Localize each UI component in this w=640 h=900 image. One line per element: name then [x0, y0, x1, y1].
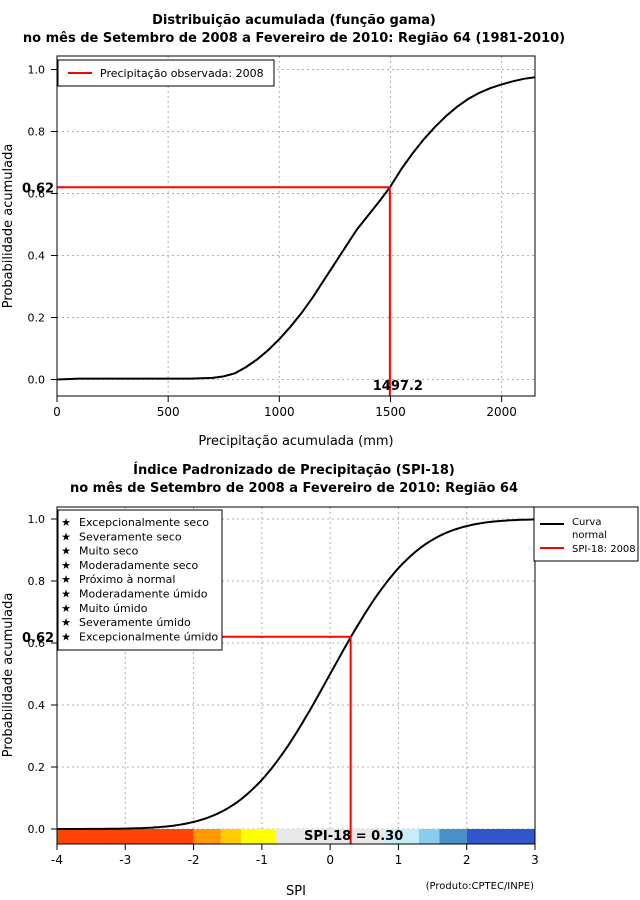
c1-x-tick-label: 1500: [375, 405, 406, 419]
chart1-y-axis-label: Probabilidade acumulada: [1, 144, 16, 309]
chart1-title-line2: no mês de Setembro de 2008 a Fevereiro d…: [23, 31, 565, 46]
category-legend-label: Próximo à normal: [79, 573, 175, 586]
c2-x-tick-label: -3: [119, 853, 131, 867]
spi-legend-label: SPI-18: 2008: [572, 544, 636, 555]
chart2-observed-y-label: 0.62: [22, 631, 54, 646]
c1-x-tick-label: 0: [53, 405, 61, 419]
c2-y-tick-label: 0.8: [28, 575, 46, 588]
category-legend-marker: ★: [61, 516, 71, 529]
category-legend-label: Excepcionalmente seco: [79, 516, 209, 529]
spi-band-segment: [193, 829, 221, 844]
c2-y-tick-label: 0.4: [28, 699, 46, 712]
c2-x-tick-label: -2: [188, 853, 200, 867]
curve-legend-box: [533, 506, 639, 562]
c1-x-tick-label: 500: [157, 405, 180, 419]
category-legend-marker: ★: [61, 530, 71, 543]
category-legend-label: Excepcionalmente úmido: [79, 630, 218, 643]
chart1-grid: [56, 56, 535, 396]
c1-y-tick-label: 0.0: [28, 374, 46, 387]
spi-band-segment: [275, 829, 385, 844]
spi-category-band: [57, 829, 535, 844]
c2-x-tick-label: -1: [256, 853, 268, 867]
curve-legend-label-2: normal: [572, 530, 607, 541]
c2-x-tick-label: 3: [531, 853, 539, 867]
category-legend-marker: ★: [61, 573, 71, 586]
c2-y-tick-label: 0.6: [28, 637, 46, 650]
c1-y-tick-label: 0.6: [28, 188, 46, 201]
chart2-plot-frame: [56, 506, 536, 845]
c2-x-tick-label: 0: [326, 853, 334, 867]
category-legend-marker: ★: [61, 545, 71, 558]
spi-band-segment: [57, 829, 194, 844]
gamma-cdf-chart: Distribuição acumulada (função gama) no …: [1, 13, 565, 449]
category-legend-marker: ★: [61, 559, 71, 572]
c2-y-tick-label: 1.0: [28, 513, 46, 526]
c1-y-tick-label: 0.4: [28, 250, 46, 263]
footer-credit: (Produto:CPTEC/INPE): [426, 881, 534, 892]
spi-band-segment: [418, 829, 440, 844]
c2-x-tick-label: -4: [51, 853, 63, 867]
spi-band-segment: [384, 829, 419, 844]
category-legend-label: Moderadamente úmido: [79, 588, 208, 601]
chart2-curve-legend: Curva normal SPI-18: 2008: [533, 506, 639, 562]
chart1-x-axis-label: Precipitação acumulada (mm): [198, 434, 393, 449]
c2-x-tick-label: 1: [395, 853, 403, 867]
c1-y-tick-label: 1.0: [28, 64, 46, 77]
c1-y-tick-label: 0.8: [28, 126, 46, 139]
category-legend-label: Severamente úmido: [79, 616, 191, 629]
category-legend-label: Moderadamente seco: [79, 559, 199, 572]
c2-y-tick-label: 0.0: [28, 823, 46, 836]
spi-band-segment: [241, 829, 276, 844]
category-legend-label: Severamente seco: [79, 530, 182, 543]
category-legend-marker: ★: [61, 630, 71, 643]
c1-y-tick-label: 0.2: [28, 312, 46, 325]
curve-legend-label-1: Curva: [572, 517, 601, 528]
chart1-title-line1: Distribuição acumulada (função gama): [152, 13, 436, 28]
chart1-legend-label: Precipitação observada: 2008: [100, 67, 264, 80]
spi-band-segment: [220, 829, 242, 844]
chart1-legend: Precipitação observada: 2008: [57, 59, 275, 87]
chart1-legend-box: [57, 59, 275, 87]
category-legend-box: [57, 509, 223, 651]
chart2-y-axis-label: Probabilidade acumulada: [1, 593, 16, 758]
chart1-observed-y-label: 0.62: [22, 181, 54, 196]
chart2-title-line2: no mês de Setembro de 2008 a Fevereiro d…: [70, 481, 518, 496]
chart2-x-axis-label: SPI: [286, 884, 306, 899]
chart1-observed-x-label: 1497.2: [373, 379, 423, 394]
chart2-observed-x-label: SPI-18 = 0.30: [304, 829, 403, 844]
category-legend-marker: ★: [61, 602, 71, 615]
category-legend-marker: ★: [61, 616, 71, 629]
c1-x-tick-label: 1000: [264, 405, 295, 419]
c1-x-tick-label: 2000: [486, 405, 517, 419]
spi-chart: Índice Padronizado de Precipitação (SPI-…: [1, 462, 639, 899]
c2-y-tick-label: 0.2: [28, 761, 46, 774]
category-legend-marker: ★: [61, 588, 71, 601]
chart1-cdf-curve: [56, 76, 536, 381]
spi-category-legend: ★ Excepcionalmente seco ★ Severamente seco ★…: [57, 509, 223, 651]
c2-x-tick-label: 2: [463, 853, 471, 867]
category-legend-label: Muito úmido: [79, 602, 148, 615]
chart2-normal-curve: [57, 518, 536, 830]
category-legend-label: Muito seco: [79, 545, 139, 558]
spi-band-segment: [466, 829, 535, 844]
chart2-title-line1: Índice Padronizado de Precipitação (SPI-…: [133, 462, 455, 478]
spi-band-segment: [439, 829, 467, 844]
chart1-plot-frame: [56, 55, 536, 397]
